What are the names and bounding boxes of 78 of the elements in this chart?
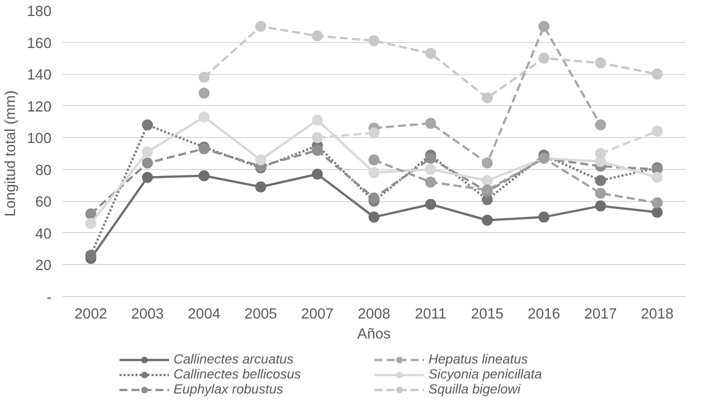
y-tick-label: 80 xyxy=(35,162,52,179)
legend-label: Euphylax robustus xyxy=(174,382,284,396)
point xyxy=(482,214,493,226)
point xyxy=(652,197,663,208)
point xyxy=(368,127,380,138)
legend-label: Hepatus lineatus xyxy=(428,352,529,366)
point xyxy=(198,72,210,83)
point xyxy=(425,176,436,188)
point xyxy=(142,119,153,130)
x-tick-label: 2017 xyxy=(584,306,617,322)
point xyxy=(538,212,550,223)
y-tick-label: 60 xyxy=(35,194,52,211)
point xyxy=(368,154,380,166)
x-tick-label: 2018 xyxy=(640,306,674,322)
x-tick-label: 2016 xyxy=(528,306,560,322)
point xyxy=(425,118,436,129)
point xyxy=(425,198,436,210)
point xyxy=(368,167,380,178)
x-tick-label: 2007 xyxy=(301,306,334,322)
point xyxy=(595,119,606,130)
point xyxy=(425,164,436,175)
point xyxy=(652,206,663,218)
legend-label: Callinectes bellicosus xyxy=(174,366,302,382)
x-tick-label: 2011 xyxy=(414,306,446,322)
point xyxy=(85,250,96,261)
x-tick-label: 2003 xyxy=(131,306,164,322)
point xyxy=(142,172,153,183)
point xyxy=(368,35,380,46)
point xyxy=(595,175,606,186)
point xyxy=(255,154,266,166)
point xyxy=(312,144,323,156)
y-tick-label: 120 xyxy=(27,99,52,116)
point xyxy=(368,212,380,223)
point xyxy=(85,218,96,229)
y-tick-label: 100 xyxy=(27,131,52,148)
x-tick-label: 2002 xyxy=(74,306,108,322)
y-tick-label: 180 xyxy=(27,4,52,20)
x-tick-label: 2008 xyxy=(358,306,390,322)
point xyxy=(425,48,436,59)
point xyxy=(198,88,210,99)
y-tick-label: - xyxy=(46,290,52,306)
y-tick-label: 160 xyxy=(27,36,52,52)
point xyxy=(595,148,606,159)
point xyxy=(482,92,493,104)
point xyxy=(312,30,323,42)
point xyxy=(368,192,380,204)
point xyxy=(255,181,266,192)
point xyxy=(255,20,266,32)
y-tick-label: 20 xyxy=(35,258,52,274)
point xyxy=(198,170,210,182)
point xyxy=(652,172,663,183)
point xyxy=(312,132,323,144)
point xyxy=(425,152,436,164)
point xyxy=(652,68,663,80)
point xyxy=(538,20,550,32)
x-tick-label: 2004 xyxy=(188,306,220,322)
point xyxy=(595,200,606,212)
y-axis-title: Longitud total (mm) xyxy=(3,90,20,217)
y-tick-label: 140 xyxy=(27,68,52,84)
x-tick-label: 2005 xyxy=(244,306,278,322)
point xyxy=(142,146,153,158)
x-axis-title: Años xyxy=(357,326,391,342)
point xyxy=(595,188,606,199)
x-tick-label: 2015 xyxy=(470,306,504,322)
point xyxy=(482,175,493,186)
legend-label: Squilla bigelowi xyxy=(428,382,522,396)
point xyxy=(482,158,493,169)
point xyxy=(538,52,550,64)
legend-label: Sicyonia penicillata xyxy=(428,366,543,382)
legend-label: Callinectes arcuatus xyxy=(174,352,295,366)
point xyxy=(312,168,323,180)
point xyxy=(142,158,153,169)
point xyxy=(312,114,323,126)
point xyxy=(85,208,96,220)
y-tick-label: 40 xyxy=(35,226,52,242)
point xyxy=(652,126,663,137)
point xyxy=(198,111,210,122)
point xyxy=(595,57,606,68)
